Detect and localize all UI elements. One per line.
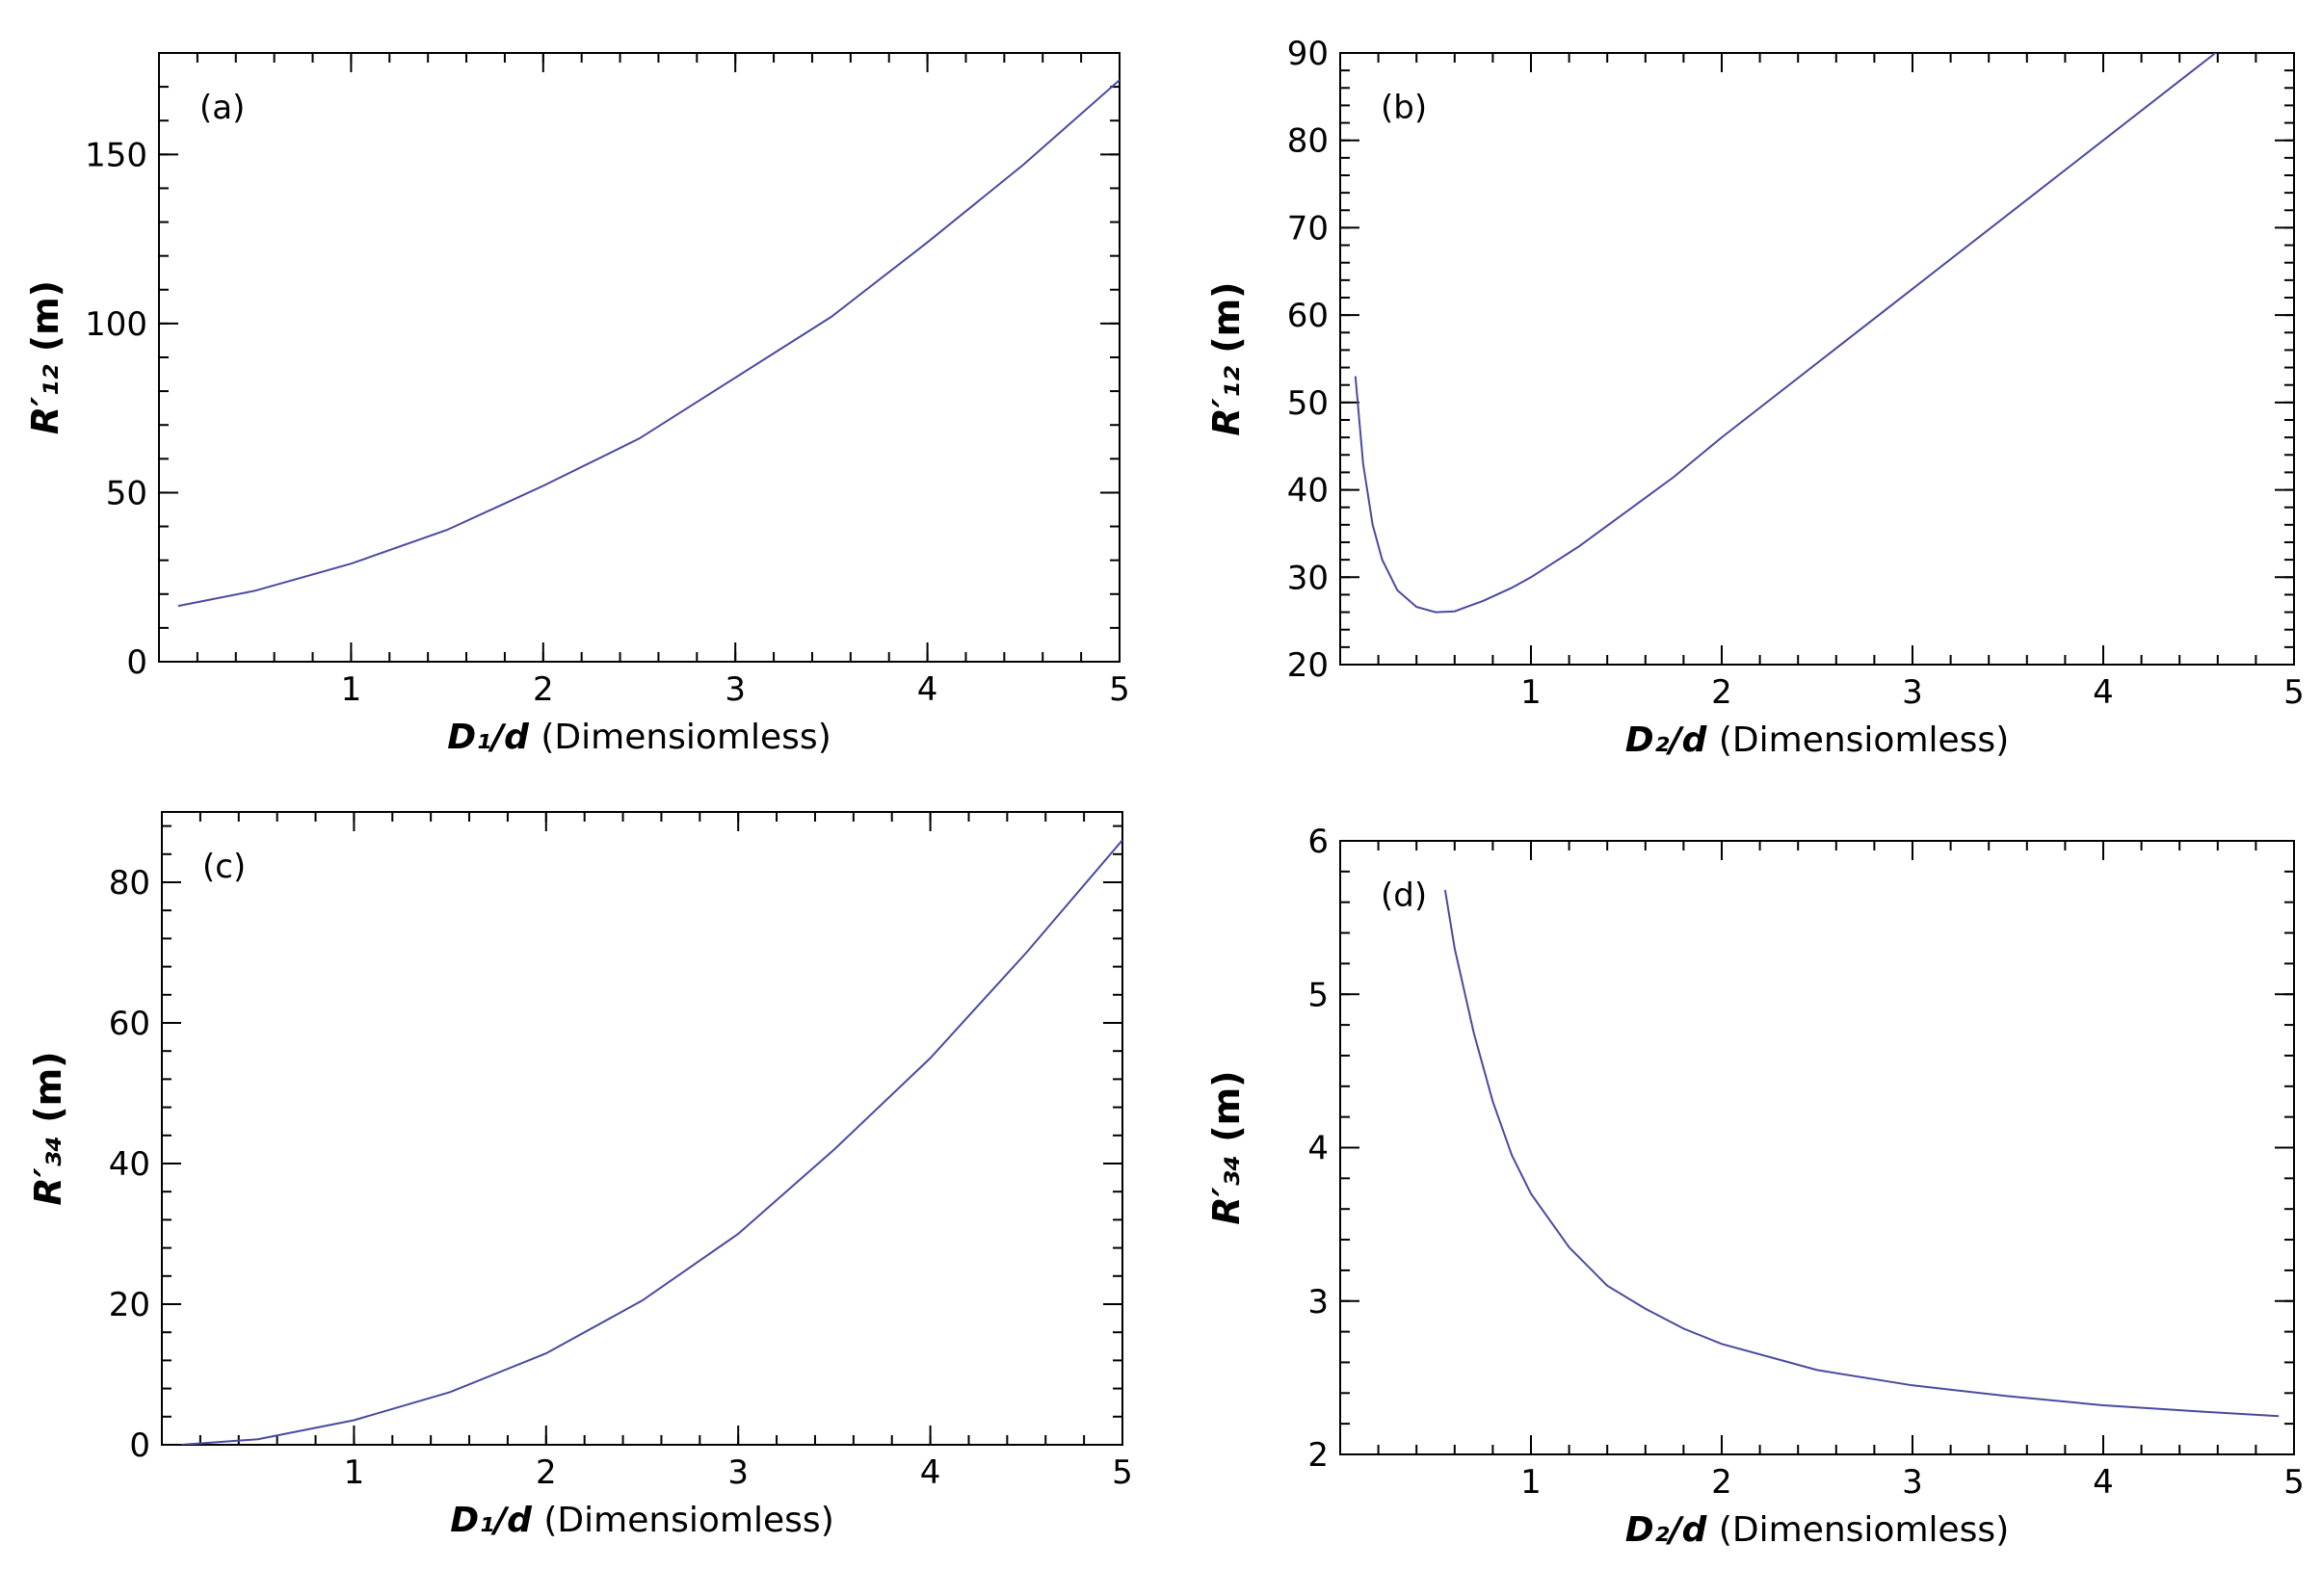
chart-panel-d: 1 2 3 4 5 2 3 4 5 6 (d) D₂/d (Dimensiomless) R′₃₄ (m…	[1205, 823, 2305, 1550]
x-tick-label: 3	[1902, 1463, 1923, 1502]
y-tick-label: 5	[1307, 976, 1329, 1014]
y-axis-symbol: R′₁₂	[24, 352, 66, 434]
x-axis-symbol: D₂/d	[1625, 720, 1719, 760]
data-curve	[177, 79, 1120, 608]
x-tick-label: 4	[920, 1453, 941, 1492]
x-axis-symbol: D₂/d	[1625, 1510, 1719, 1550]
x-tick-label: 5	[1112, 1453, 1133, 1492]
x-tick-label: 2	[533, 670, 554, 709]
x-tick-label: 3	[725, 670, 746, 709]
y-axis-label: R′₁₂ (m)	[24, 280, 66, 434]
y-axis-symbol: R′₃₄	[1205, 1142, 1248, 1225]
panel-label: (b)	[1381, 89, 1427, 127]
y-tick-label: 40	[1287, 472, 1329, 510]
x-tick-label: 3	[727, 1453, 749, 1492]
panel-label: (a)	[199, 89, 245, 127]
x-axis-text: (Dimensiomless)	[541, 718, 831, 757]
y-tick-label: 20	[109, 1286, 150, 1324]
x-tick-label: 5	[2283, 673, 2305, 712]
y-axis-symbol: R′₃₄	[27, 1123, 69, 1206]
y-tick-label: 30	[1287, 559, 1329, 597]
y-axis-unit: (m)	[1205, 1070, 1248, 1141]
x-axis-label: D₂/d (Dimensiomless)	[1625, 720, 2009, 760]
x-axis-text: (Dimensiomless)	[1719, 1510, 2009, 1550]
plot-frame	[158, 52, 1121, 663]
y-tick-label: 60	[1287, 297, 1329, 335]
y-tick-label: 50	[1287, 384, 1329, 423]
x-axis-text: (Dimensiomless)	[543, 1501, 833, 1540]
x-tick-label: 2	[536, 1453, 557, 1492]
y-tick-label: 6	[1307, 823, 1329, 861]
y-tick-label: 60	[109, 1005, 150, 1043]
y-axis-unit: (m)	[24, 280, 66, 352]
y-tick-label: 100	[85, 305, 147, 344]
x-axis-label: D₁/d (Dimensiomless)	[450, 1501, 833, 1540]
x-tick-label: 1	[1520, 1463, 1542, 1502]
data-curve	[1443, 889, 2280, 1418]
y-tick-label: 80	[109, 864, 150, 903]
y-tick-label: 70	[1287, 209, 1329, 248]
plot-frame	[1339, 840, 2295, 1455]
data-curve	[180, 839, 1122, 1445]
y-axis-label: R′₁₂ (m)	[1205, 281, 1248, 435]
x-axis-text: (Dimensiomless)	[1719, 720, 2009, 760]
x-tick-label: 1	[341, 670, 362, 709]
x-tick-label: 2	[1711, 673, 1732, 712]
plot-frame	[161, 811, 1123, 1446]
y-axis-symbol: R′₁₂	[1205, 353, 1248, 436]
y-tick-label: 0	[126, 643, 147, 682]
x-tick-label: 3	[1902, 673, 1923, 712]
y-tick-label: 3	[1307, 1283, 1329, 1321]
y-tick-label: 0	[129, 1426, 150, 1465]
x-tick-label: 2	[1711, 1463, 1732, 1502]
y-tick-label: 40	[109, 1145, 150, 1184]
chart-panel-b: 1 2 3 4 5 20 30 40 50 60 70 80 90 (b) D₂/d (Dimensioml…	[1205, 35, 2305, 760]
x-tick-label: 4	[2093, 673, 2114, 712]
x-tick-label: 5	[1109, 670, 1130, 709]
y-tick-label: 50	[106, 474, 147, 512]
plot-frame	[1339, 52, 2295, 666]
x-tick-label: 4	[2093, 1463, 2114, 1502]
y-tick-label: 150	[85, 136, 147, 174]
y-tick-label: 90	[1287, 35, 1329, 73]
data-curve	[1354, 53, 2218, 614]
y-tick-label: 20	[1287, 646, 1329, 685]
x-tick-label: 5	[2283, 1463, 2305, 1502]
y-axis-label: R′₃₄ (m)	[1205, 1070, 1248, 1224]
y-axis-label: R′₃₄ (m)	[27, 1051, 69, 1205]
y-tick-label: 4	[1307, 1130, 1329, 1168]
x-tick-label: 1	[1520, 673, 1542, 712]
chart-panel-c: 1 2 3 4 5 0 20 40 60 80 (c) D₁/d (Dimensiomless) R′₃…	[27, 811, 1133, 1540]
x-axis-symbol: D₁/d	[450, 1501, 543, 1540]
panel-label: (c)	[202, 848, 246, 886]
x-axis-symbol: D₁/d	[447, 718, 541, 757]
x-axis-label: D₂/d (Dimensiomless)	[1625, 1510, 2009, 1550]
y-axis-unit: (m)	[27, 1051, 69, 1122]
y-tick-label: 80	[1287, 122, 1329, 161]
y-tick-label: 2	[1307, 1436, 1329, 1475]
x-tick-label: 1	[344, 1453, 365, 1492]
y-axis-unit: (m)	[1205, 281, 1248, 353]
x-tick-label: 4	[917, 670, 938, 709]
x-axis-label: D₁/d (Dimensiomless)	[447, 718, 831, 757]
panel-label: (d)	[1381, 876, 1427, 915]
